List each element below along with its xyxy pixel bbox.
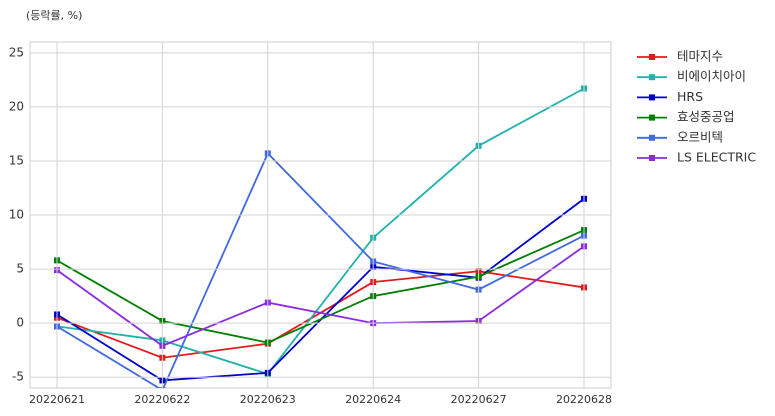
x-tick-label: 20220621 [29,393,85,406]
legend-label: 테마지수 [677,49,723,64]
legend-label: LS ELECTRIC [677,150,756,165]
series-line [56,151,585,388]
series-line [56,229,585,344]
y-tick-label: -5 [12,370,24,384]
x-tick-label: 20220623 [240,393,296,406]
y-tick-label: 10 [9,208,24,222]
series-line [56,87,585,375]
series-line [56,198,585,382]
legend-label: 효성중공업 [677,109,735,124]
y-tick-label: 5 [16,262,24,276]
series-line [56,270,585,359]
y-tick-label: 20 [9,99,24,113]
y-tick-label: 15 [9,153,24,167]
legend-marker [649,74,655,81]
legend-marker [649,114,655,121]
legend-label: 비에이치아이 [677,69,746,84]
y-axis-label: (등락률, %) [26,9,82,22]
legend-label: HRS [677,89,703,104]
y-tick-label: 25 [9,45,24,59]
legend-marker [649,54,655,60]
legend-marker [649,155,655,161]
plot-area [54,85,587,388]
x-tick-label: 20220628 [556,393,612,406]
legend-label: 오르비텍 [677,129,723,144]
x-tick-label: 20220627 [451,393,507,406]
legend-marker [649,94,655,101]
x-tick-label: 20220624 [345,393,401,406]
legend-marker [649,134,655,141]
y-tick-label: 0 [16,316,24,330]
x-tick-label: 20220622 [134,393,190,406]
series-line [56,245,585,347]
